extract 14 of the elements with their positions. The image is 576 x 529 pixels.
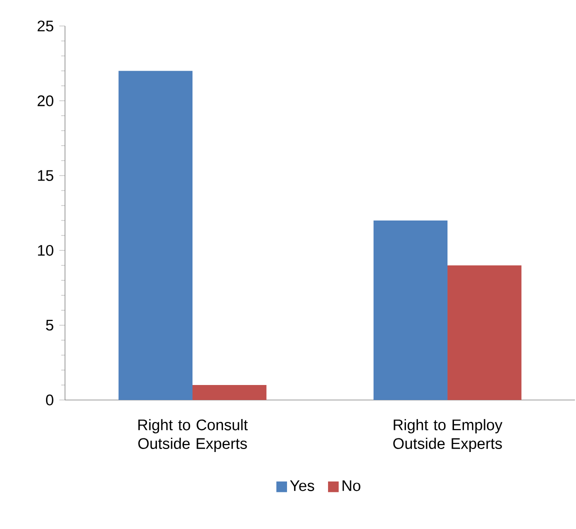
legend-label: Yes (290, 480, 314, 492)
y-tick-label: 25 (38, 20, 54, 32)
y-tick-label: 20 (38, 95, 54, 106)
bar (374, 220, 448, 400)
y-tick-label: 10 (38, 244, 54, 256)
bar (118, 70, 192, 400)
bar (447, 265, 522, 400)
y-tick-label: 0 (46, 394, 54, 406)
y-tick-label: 15 (38, 170, 54, 181)
x-tick-label: Right to Consult Outside Experts (138, 419, 248, 452)
y-tick-label: 5 (46, 320, 54, 331)
legend-label: No (342, 480, 360, 492)
x-tick-label: Right to Employ Outside Experts (393, 419, 502, 452)
bar (192, 385, 266, 400)
